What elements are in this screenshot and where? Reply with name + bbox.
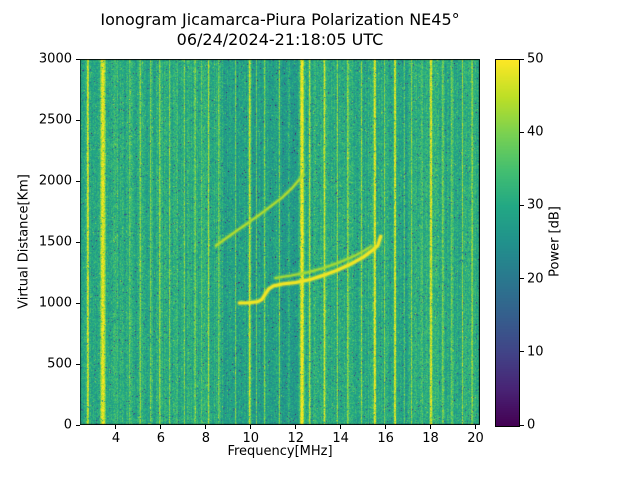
colorbar-tick-mark <box>520 351 524 353</box>
y-tick-label: 2000 <box>38 173 72 189</box>
x-tick-mark <box>115 425 117 429</box>
y-tick-mark <box>76 363 80 365</box>
y-tick-label: 1000 <box>38 295 72 311</box>
x-tick-label: 18 <box>422 431 439 446</box>
chart-title-line1: Ionogram Jicamarca-Piura Polarization NE… <box>100 10 460 29</box>
colorbar-tick-label: 0 <box>527 417 536 433</box>
colorbar <box>495 59 520 427</box>
x-tick-label: 14 <box>332 431 349 446</box>
heatmap-plot-area <box>80 59 480 425</box>
y-tick-mark <box>76 241 80 243</box>
colorbar-tick-mark <box>520 278 524 280</box>
ionogram-heatmap-canvas <box>80 59 480 425</box>
colorbar-tick-label: 10 <box>527 344 544 360</box>
y-tick-label: 500 <box>47 356 72 372</box>
colorbar-tick-mark <box>520 204 524 206</box>
x-tick-label: 4 <box>111 431 121 446</box>
x-tick-label: 10 <box>242 431 260 446</box>
x-tick-mark <box>385 425 387 429</box>
chart-title: Ionogram Jicamarca-Piura Polarization NE… <box>80 10 480 50</box>
x-tick-mark <box>475 425 476 429</box>
y-tick-label: 1500 <box>38 234 72 250</box>
colorbar-tick-label: 40 <box>527 124 544 140</box>
colorbar-tick-label: 30 <box>527 197 544 213</box>
colorbar-tick-mark <box>520 58 524 60</box>
x-tick-label: 16 <box>377 431 394 446</box>
y-tick-label: 3000 <box>38 51 72 67</box>
x-tick-label: 12 <box>287 431 304 446</box>
x-tick-mark <box>295 425 297 429</box>
y-axis-label: Virtual Distance[Km] <box>16 174 32 309</box>
x-tick-mark <box>340 425 342 429</box>
colorbar-tick-mark <box>520 131 524 133</box>
colorbar-tick-label: 50 <box>527 51 544 67</box>
x-tick-mark <box>205 425 207 429</box>
x-tick-label: 6 <box>156 431 166 446</box>
colorbar-tick-mark <box>520 424 524 426</box>
x-tick-label: 8 <box>201 431 210 446</box>
chart-title-line2: 06/24/2024-21:18:05 UTC <box>176 30 384 49</box>
y-tick-label: 2500 <box>38 112 72 128</box>
x-tick-mark <box>160 425 162 429</box>
colorbar-label: Power [dB] <box>547 206 563 277</box>
x-axis-label: Frequency[MHz] <box>227 444 333 459</box>
y-tick-mark <box>76 119 80 121</box>
x-tick-label: 20 <box>467 431 484 446</box>
y-tick-label: 0 <box>63 417 72 433</box>
y-tick-mark <box>76 58 80 60</box>
x-tick-mark <box>430 425 432 429</box>
y-tick-mark <box>76 302 80 304</box>
y-tick-mark <box>76 424 80 426</box>
x-tick-mark <box>250 425 252 429</box>
colorbar-tick-label: 20 <box>527 271 544 287</box>
y-tick-mark <box>76 180 80 182</box>
